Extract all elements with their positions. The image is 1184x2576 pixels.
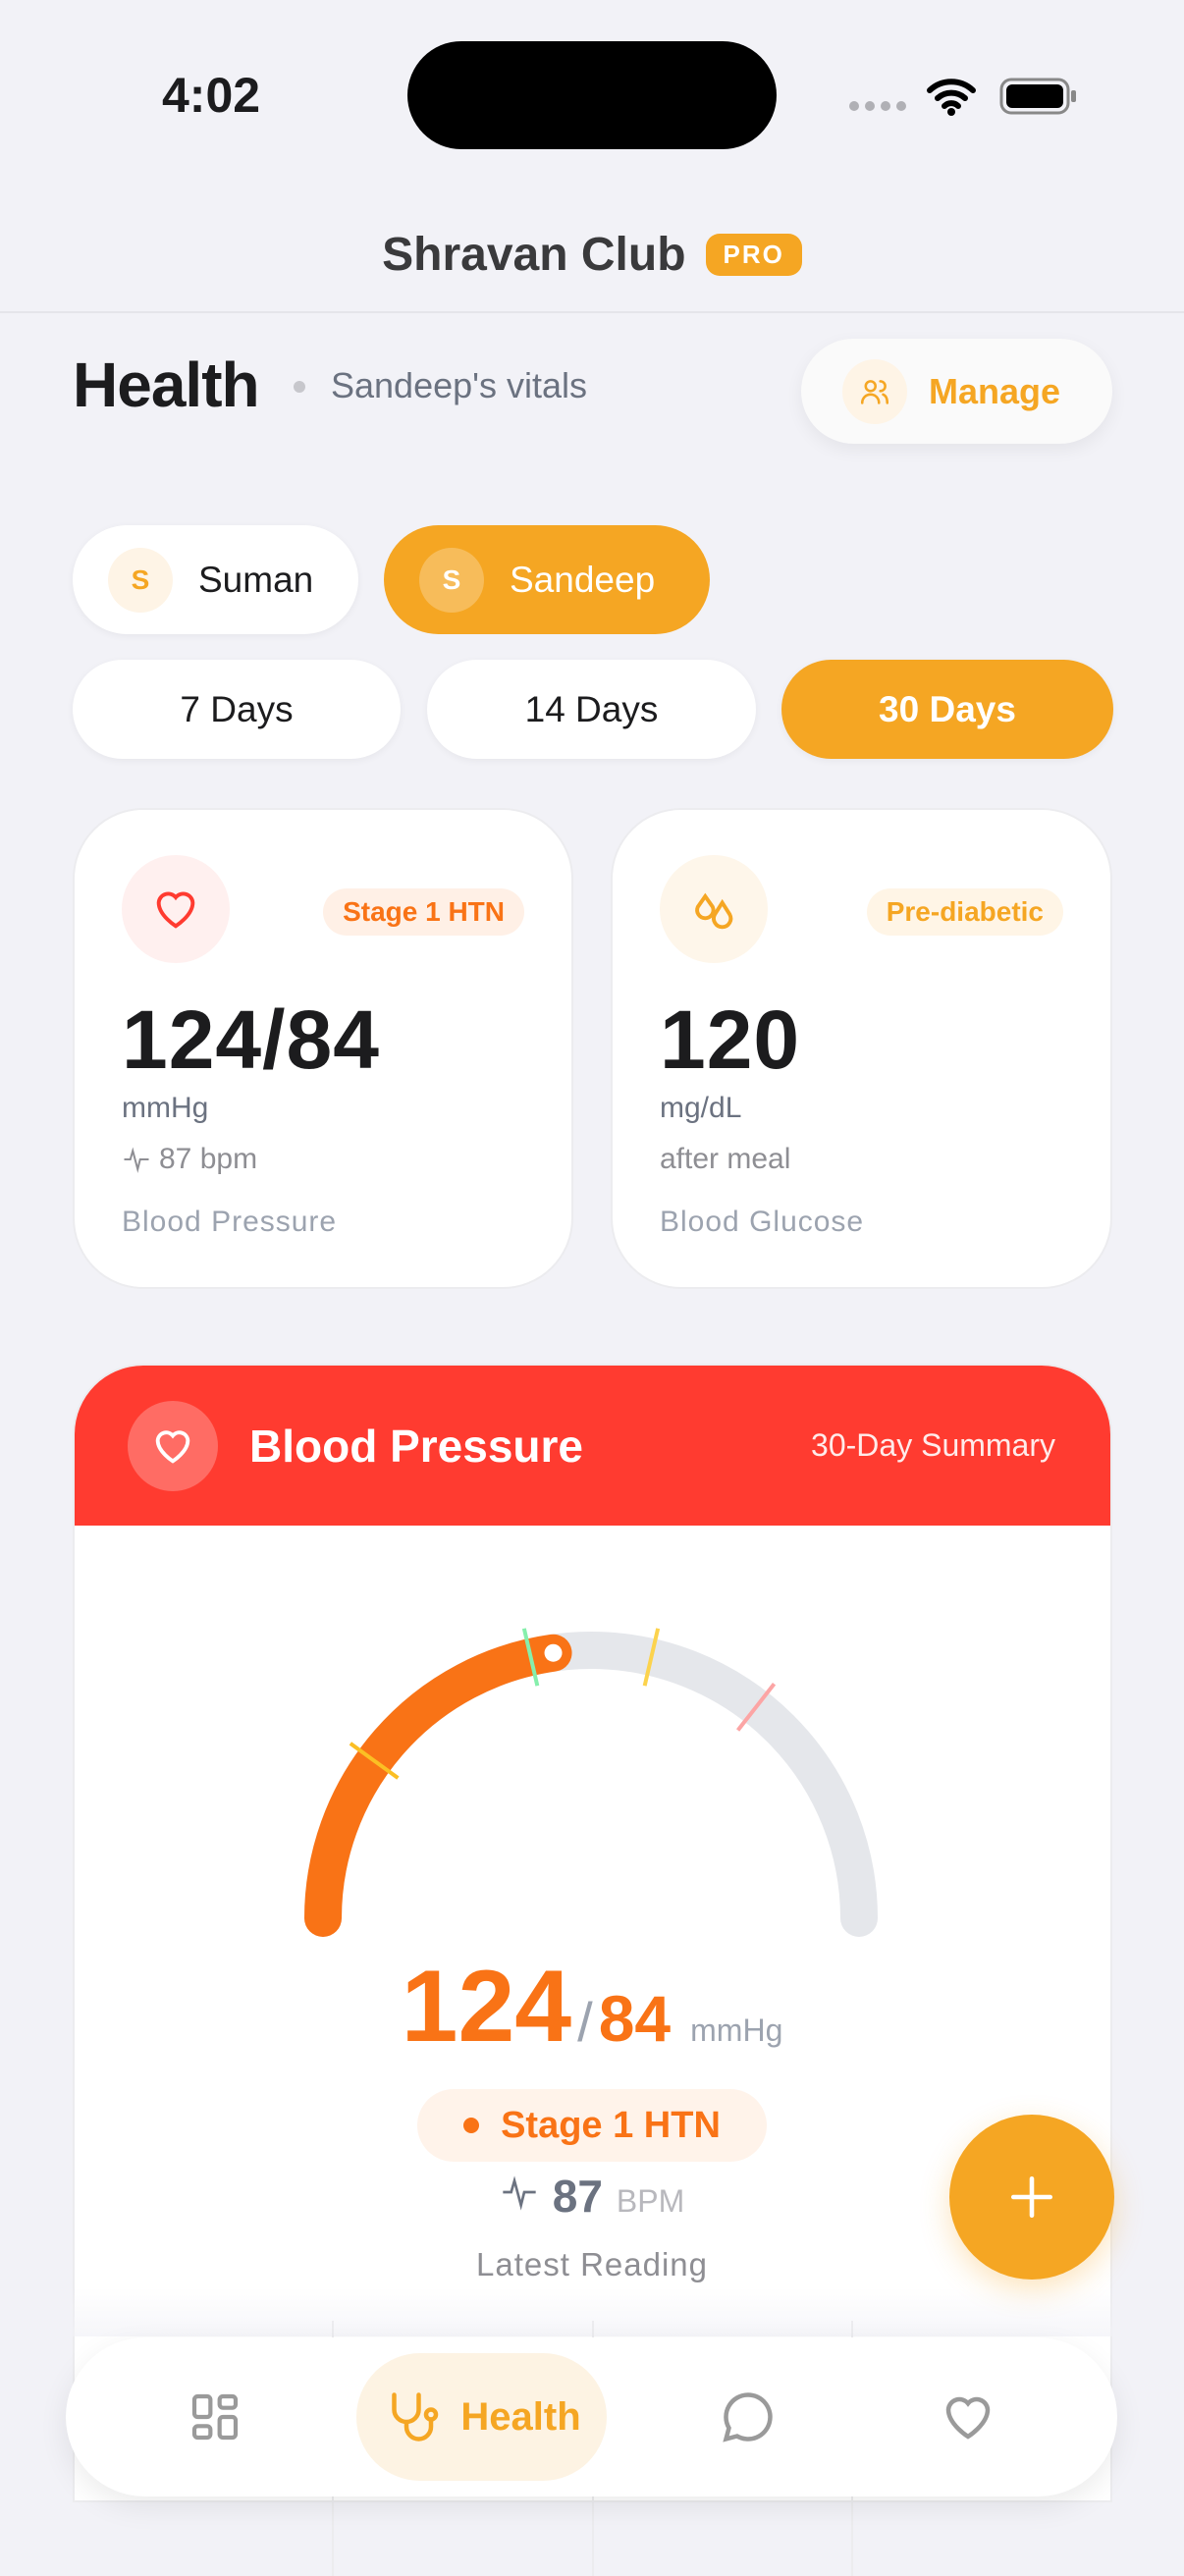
bottom-nav: Health	[66, 2337, 1117, 2496]
avatar: S	[108, 547, 173, 613]
dynamic-island	[407, 41, 777, 149]
header-divider	[0, 311, 1184, 313]
plus-icon	[1010, 2175, 1053, 2219]
stethoscope-icon	[392, 2392, 439, 2442]
droplet-icon	[660, 855, 768, 963]
pro-badge: PRO	[705, 234, 802, 276]
gauge-tick	[349, 1742, 400, 1780]
stage-badge: Stage 1 HTN	[417, 2089, 767, 2162]
status-time: 4:02	[162, 68, 261, 123]
avatar: S	[419, 547, 484, 613]
heart-icon	[945, 2396, 991, 2440]
card-value: 124/84	[122, 993, 380, 1086]
nav-favorites[interactable]	[889, 2353, 1047, 2481]
heart-icon	[122, 855, 230, 963]
latest-reading-caption: Latest Reading	[476, 2246, 708, 2282]
member-name: Sandeep	[510, 559, 656, 600]
card-unit: mmHg	[122, 1092, 209, 1124]
bp-reading: 124 / 84 mmHg	[0, 1949, 1184, 2066]
systolic-value: 124	[401, 1950, 572, 2064]
manage-button[interactable]: Manage	[801, 339, 1112, 444]
status-dot	[463, 2118, 480, 2133]
card-label: Blood Pressure	[122, 1206, 338, 1238]
heart-icon	[128, 1400, 218, 1491]
page-title: Health	[73, 349, 260, 420]
grid-icon	[191, 2393, 239, 2441]
chat-icon	[723, 2392, 773, 2442]
gauge-fill	[304, 1634, 572, 1937]
gauge-tick	[642, 1628, 661, 1687]
gauge-track	[304, 1632, 878, 1937]
battery-icon	[999, 78, 1076, 115]
bp-section-title: Blood Pressure	[249, 1420, 583, 1472]
users-icon	[842, 358, 907, 424]
reading-unit: mmHg	[690, 2012, 783, 2048]
manage-label: Manage	[929, 370, 1061, 411]
app-title-bar: Shravan Club PRO	[0, 228, 1184, 282]
title-separator	[294, 381, 305, 393]
gauge-indicator	[544, 1643, 563, 1662]
nav-health[interactable]: Health	[356, 2353, 607, 2481]
card-label: Blood Glucose	[660, 1206, 865, 1238]
app-title: Shravan Club	[382, 229, 686, 281]
add-reading-button[interactable]	[949, 2115, 1114, 2280]
nav-dashboard[interactable]	[136, 2353, 294, 2481]
member-name: Suman	[198, 559, 314, 600]
wifi-icon	[927, 79, 976, 116]
blood-glucose-card[interactable]: Pre-diabetic 120 mg/dL after meal Blood …	[611, 808, 1112, 1289]
range-30-days[interactable]: 30 Days	[781, 660, 1113, 759]
card-extra: 87 bpm	[159, 1143, 258, 1175]
member-chip-suman[interactable]: S Suman	[73, 525, 358, 634]
page-subtitle: Sandeep's vitals	[331, 365, 588, 405]
card-extra: after meal	[660, 1143, 791, 1175]
bp-summary-header: Blood Pressure 30-Day Summary	[75, 1366, 1110, 1526]
diastolic-value: 84	[598, 1982, 672, 2055]
bp-section-summary: 30-Day Summary	[811, 1427, 1055, 1463]
status-badge: Stage 1 HTN	[323, 888, 524, 936]
gauge-tick	[736, 1683, 777, 1732]
range-14-days[interactable]: 14 Days	[427, 660, 756, 759]
gauge-tick	[521, 1628, 540, 1687]
nav-health-label: Health	[460, 2394, 581, 2439]
stage-label: Stage 1 HTN	[501, 2104, 721, 2146]
status-badge: Pre-diabetic	[866, 888, 1063, 936]
card-value: 120	[660, 993, 801, 1086]
bp-gauge	[304, 1628, 878, 1937]
card-unit: mg/dL	[660, 1092, 742, 1124]
nav-messages[interactable]	[670, 2353, 827, 2481]
blood-pressure-card[interactable]: Stage 1 HTN 124/84 mmHg 87 bpm Blood Pre…	[73, 808, 573, 1289]
range-7-days[interactable]: 7 Days	[73, 660, 401, 759]
reading-slash: /	[577, 1991, 593, 2053]
member-chip-sandeep[interactable]: S Sandeep	[384, 525, 710, 634]
pulse-icon	[124, 1147, 149, 1173]
signal-icon	[849, 101, 906, 111]
